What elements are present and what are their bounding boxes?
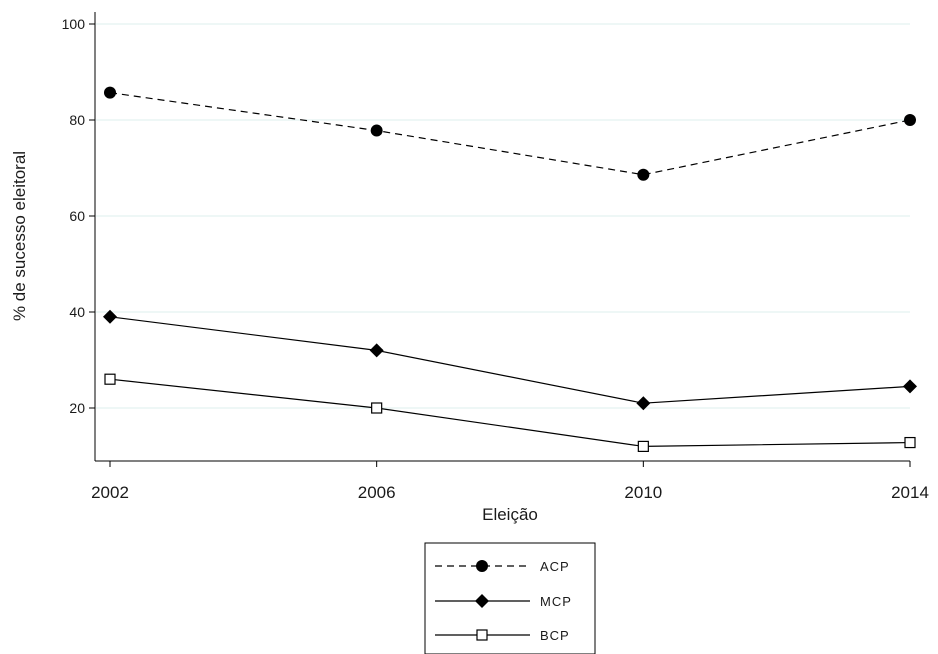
y-tick-label: 20 bbox=[69, 400, 85, 416]
x-axis-title: Eleição bbox=[482, 505, 538, 524]
x-tick-label: 2002 bbox=[91, 483, 129, 502]
data-point-acp bbox=[370, 124, 383, 137]
legend-marker-acp bbox=[476, 560, 488, 572]
y-tick-label: 60 bbox=[69, 208, 85, 224]
data-point-mcp bbox=[636, 396, 651, 411]
y-tick-label: 40 bbox=[69, 304, 85, 320]
legend-item-bcp: BCP bbox=[435, 628, 570, 643]
data-point-bcp bbox=[371, 402, 383, 414]
data-point-mcp bbox=[369, 343, 384, 358]
x-tick-label: 2014 bbox=[891, 483, 929, 502]
series-bcp bbox=[104, 373, 916, 452]
x-tick-label: 2010 bbox=[624, 483, 662, 502]
y-tick-label: 80 bbox=[69, 112, 85, 128]
data-point-bcp bbox=[904, 436, 916, 449]
x-ticks: 2002 2006 2010 2014 bbox=[91, 461, 929, 502]
series-acp bbox=[104, 86, 916, 181]
data-point-acp bbox=[104, 86, 116, 99]
legend-marker-bcp bbox=[476, 629, 488, 641]
data-point-mcp bbox=[103, 309, 117, 324]
y-axis-title: % de sucesso eleitoral bbox=[10, 151, 29, 321]
data-point-acp bbox=[904, 114, 916, 126]
series-line-mcp bbox=[109, 316, 911, 404]
legend-marker-mcp bbox=[475, 594, 489, 608]
gridlines bbox=[96, 23, 910, 409]
series-line-acp bbox=[109, 92, 911, 176]
data-point-acp bbox=[637, 168, 650, 181]
y-ticks: 20 40 60 80 100 bbox=[62, 16, 95, 416]
legend-label-bcp: BCP bbox=[540, 628, 570, 643]
series-mcp bbox=[103, 309, 917, 411]
series-line-bcp bbox=[109, 378, 911, 448]
legend: ACP MCP BCP bbox=[424, 542, 596, 654]
legend-item-acp: ACP bbox=[435, 559, 570, 574]
x-tick-label: 2006 bbox=[358, 483, 396, 502]
legend-item-mcp: MCP bbox=[435, 594, 572, 609]
data-point-mcp bbox=[903, 379, 917, 394]
data-point-bcp bbox=[104, 373, 116, 385]
legend-label-mcp: MCP bbox=[540, 594, 572, 609]
y-tick-label: 100 bbox=[62, 16, 86, 32]
data-point-bcp bbox=[637, 440, 649, 452]
legend-label-acp: ACP bbox=[540, 559, 570, 574]
series-group bbox=[103, 86, 917, 452]
axes bbox=[94, 12, 910, 462]
